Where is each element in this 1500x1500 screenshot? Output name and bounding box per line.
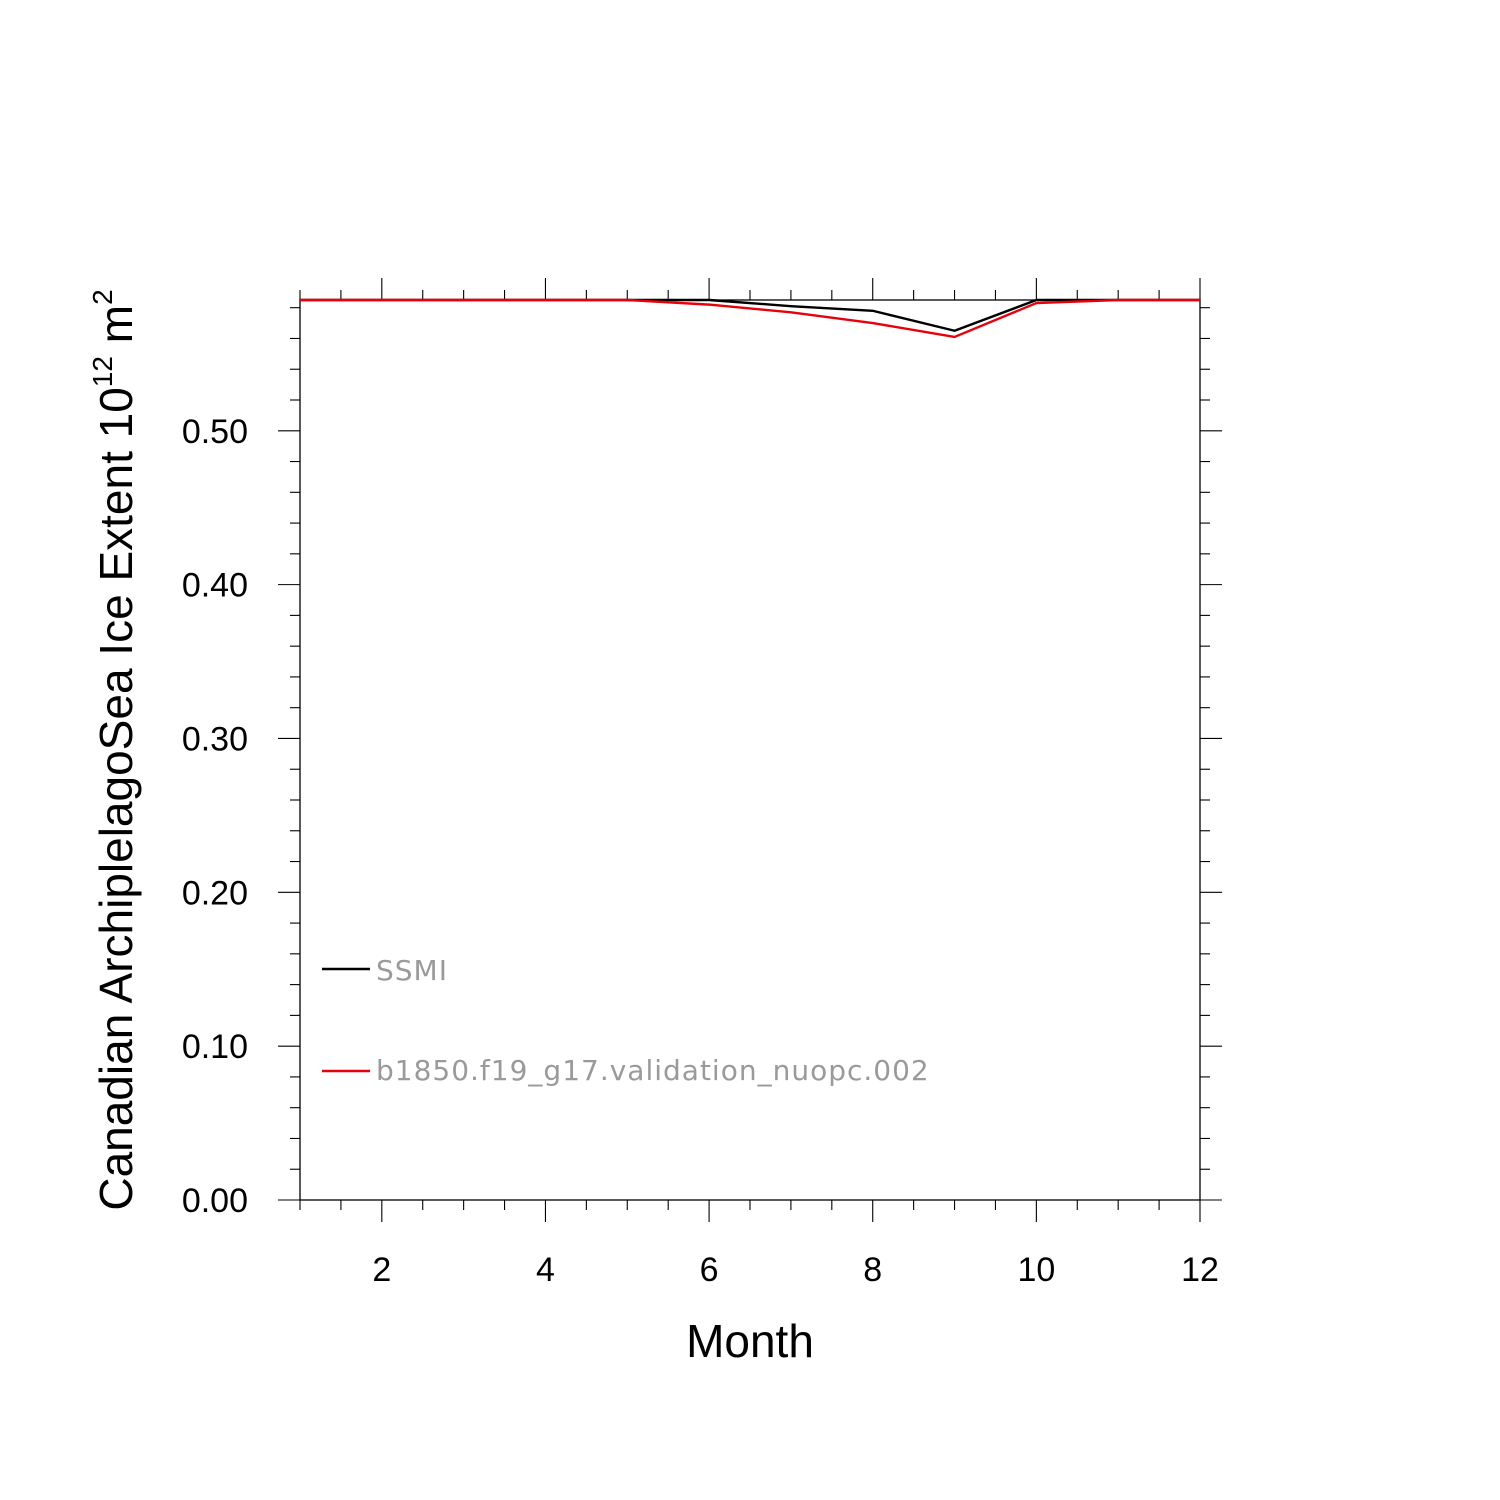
y-tick-label: 0.00 xyxy=(182,1182,248,1220)
x-tick-label: 10 xyxy=(1017,1251,1055,1289)
legend-label-model: b1850.f19_g17.validation_nuopc.002 xyxy=(376,1054,930,1087)
y-axis-title-unit: m xyxy=(90,305,142,356)
y-axis-title-exponent: 12 xyxy=(87,356,118,387)
y-tick-label: 0.30 xyxy=(182,720,248,758)
x-tick-label: 12 xyxy=(1181,1251,1219,1289)
y-tick-label: 0.10 xyxy=(182,1028,248,1066)
y-axis-title-main: Canadian ArchiplelagoSea Ice Extent 10 xyxy=(90,387,142,1210)
legend-label-ssmi: SSMI xyxy=(376,954,448,987)
x-tick-label: 4 xyxy=(536,1251,555,1289)
series-lines xyxy=(300,298,1200,339)
legend: SSMI b1850.f19_g17.validation_nuopc.002 xyxy=(322,954,930,1087)
series-line-ssmi xyxy=(300,298,1200,332)
y-tick-label: 0.40 xyxy=(182,567,248,605)
y-axis-title-unit-exponent: 2 xyxy=(87,289,118,305)
x-axis-title: Month xyxy=(686,1315,814,1367)
x-tick-label: 6 xyxy=(700,1251,719,1289)
x-tick-label: 8 xyxy=(863,1251,882,1289)
x-tick-label: 2 xyxy=(372,1251,391,1289)
axis-ticks xyxy=(278,278,1222,1222)
y-tick-label: 0.20 xyxy=(182,874,248,912)
x-tick-labels: 2 4 6 8 10 12 xyxy=(372,1251,1219,1289)
series-line-model xyxy=(300,298,1200,339)
y-tick-labels: 0.00 0.10 0.20 0.30 0.40 0.50 xyxy=(182,413,248,1220)
y-tick-label: 0.50 xyxy=(182,413,248,451)
y-axis-title: Canadian ArchiplelagoSea Ice Extent 1012… xyxy=(87,289,142,1210)
